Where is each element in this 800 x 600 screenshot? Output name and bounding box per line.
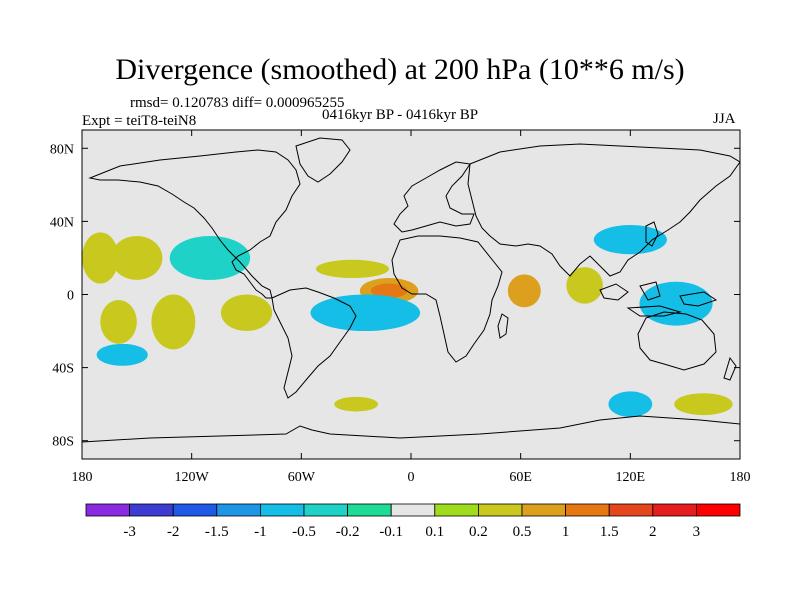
rmsd-diff-stats: rmsd= 0.120783 diff= 0.000965255 (130, 95, 345, 111)
divergence-region-15 (608, 391, 653, 417)
axis-ticks: 80N 40N 0 40S 80S 180 120W 60W 0 60E 120E 180 (50, 130, 751, 485)
coast-south-america (271, 287, 357, 399)
colorbar-swatch (521, 503, 566, 517)
divergence-region-5 (82, 232, 119, 284)
colorbar-swatch (303, 503, 348, 517)
coast-greenland (295, 137, 351, 183)
divergence-region-6 (111, 236, 163, 280)
lat-tick-label: 80N (50, 142, 74, 157)
colorbar-level-label: 0.5 (513, 524, 532, 540)
divergence-region-4 (315, 259, 390, 279)
divergence-region-16 (674, 393, 733, 416)
lon-tick-label: 180 (730, 470, 751, 485)
coast-africa (391, 235, 503, 363)
coastlines (82, 137, 740, 443)
colorbar-level-label: -0.5 (292, 524, 316, 540)
colorbar-swatch (85, 503, 130, 517)
season-label: JJA (713, 111, 736, 127)
colorbar-level-label: 3 (693, 524, 701, 540)
divergence-region-14 (593, 225, 667, 255)
map-title: Divergence (smoothed) at 200 hPa (10**6 … (115, 53, 685, 86)
lat-tick-label: 40N (50, 215, 74, 230)
colorbar-level-label: 1 (562, 524, 570, 540)
colorbar-swatch (434, 503, 479, 517)
coast-madagascar (497, 313, 509, 339)
divergence-region-8 (100, 299, 137, 344)
divergence-field (82, 225, 733, 417)
divergence-region-11 (220, 294, 273, 332)
colorbar-level-label: -3 (123, 524, 136, 540)
lat-tick-label: 80S (52, 435, 74, 450)
colorbar-swatch (390, 503, 436, 517)
lon-tick-label: 120E (616, 470, 646, 485)
colorbar-level-label: -0.1 (379, 524, 403, 540)
coast-antarctica (82, 415, 740, 443)
colorbar-swatch (477, 503, 523, 517)
divergence-region-2 (507, 274, 541, 308)
coast-europe (393, 161, 475, 233)
coast-japan (645, 221, 659, 247)
divergence-region-12 (566, 267, 603, 304)
coast-australia (637, 311, 717, 371)
divergence-region-17 (334, 396, 379, 412)
colorbar-swatch (696, 503, 741, 517)
colorbar-level-label: 1.5 (600, 524, 619, 540)
lat-tick-label: 0 (67, 289, 74, 304)
lon-tick-label: 120W (175, 470, 210, 485)
lon-tick-label: 60W (288, 470, 316, 485)
coast-new-zealand (723, 356, 737, 381)
colorbar-level-label: 2 (649, 524, 657, 540)
colorbar-level-label: -1.5 (205, 524, 229, 540)
divergence-region-3 (310, 294, 421, 332)
colorbar-swatch (172, 503, 218, 517)
colorbar-swatch (608, 503, 654, 517)
lon-tick-label: 0 (408, 470, 415, 485)
colorbar-swatch (216, 503, 261, 517)
colorbar-level-label: -0.2 (336, 524, 360, 540)
lon-tick-label: 60E (509, 470, 532, 485)
colorbar-swatch (565, 503, 610, 517)
divergence-region-7 (169, 236, 251, 280)
colorbar-swatch (129, 503, 174, 517)
coast-north-america (88, 149, 301, 299)
divergence-region-13 (639, 281, 713, 326)
coast-indonesia (599, 281, 718, 317)
lat-tick-label: 40S (52, 362, 74, 377)
colorbar: -3 -2 -1.5 -1 -0.5 -0.2 -0.1 0.1 0.2 0.5 1 1.5 2 3 (85, 503, 741, 540)
colorbar-level-label: 0.2 (469, 524, 488, 540)
period-label: 0416kyr BP - 0416kyr BP (322, 107, 479, 123)
divergence-region-9 (151, 294, 196, 350)
colorbar-swatch (652, 503, 697, 517)
experiment-label: Expt = teiT8-teiN8 (82, 113, 197, 129)
colorbar-swatch (259, 503, 305, 517)
lon-tick-label: 180 (72, 470, 93, 485)
coast-asia (467, 143, 740, 277)
divergence-region-1 (370, 283, 408, 299)
colorbar-swatch (347, 503, 392, 517)
divergence-region-10 (96, 343, 148, 366)
colorbar-level-label: 0.1 (425, 524, 444, 540)
colorbar-level-label: -1 (254, 524, 267, 540)
colorbar-level-label: -2 (167, 524, 180, 540)
